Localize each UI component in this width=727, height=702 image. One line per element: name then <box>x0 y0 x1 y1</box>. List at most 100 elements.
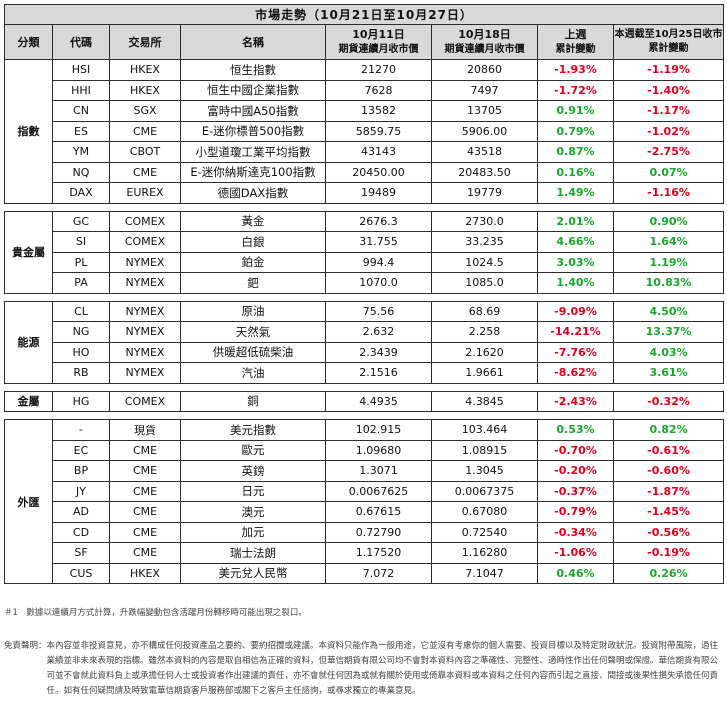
exchange-cell: HKEX <box>109 59 181 81</box>
exchange-cell: NYMEX <box>109 362 181 384</box>
code-cell: CL <box>52 300 110 322</box>
table-row: YM CBOT 小型道瓊工業平均指數 43143 43518 0.87% -2.75% <box>5 141 725 163</box>
week-change-cell: -2.43% <box>537 390 614 412</box>
code-cell: JY <box>52 480 110 502</box>
exchange-cell: SGX <box>109 100 181 122</box>
week-change-cell: 1.40% <box>537 272 614 294</box>
exchange-cell: NYMEX <box>109 300 181 322</box>
ytd-change-cell: -0.32% <box>612 390 725 412</box>
exchange-cell: CME <box>109 439 181 461</box>
ytd-change-cell: -1.16% <box>612 182 725 204</box>
ytd-change-cell: -1.19% <box>612 59 725 81</box>
code-cell: HO <box>52 341 110 363</box>
code-cell: CN <box>52 100 110 122</box>
name-cell: 美元指數 <box>180 419 326 441</box>
week-change-cell: -0.79% <box>537 501 614 523</box>
prev-close-cell: 0.0067625 <box>325 480 432 502</box>
prev-close-cell: 7.072 <box>325 562 432 584</box>
prev-close-cell: 2.632 <box>325 321 432 343</box>
cur-close-cell: 13705 <box>431 100 538 122</box>
name-cell: 英鎊 <box>180 460 326 482</box>
name-cell: 美元兌人民幣 <box>180 562 326 584</box>
header-cur-close: 10月18日 期貨連續月收市價 <box>431 24 538 60</box>
table-row: HHI HKEX 恒生中國企業指數 7628 7497 -1.72% -1.40% <box>5 79 725 101</box>
name-cell: 澳元 <box>180 501 326 523</box>
prev-close-cell: 2.1516 <box>325 362 432 384</box>
week-change-cell: -1.72% <box>537 79 614 101</box>
code-cell: GC <box>52 210 110 232</box>
prev-close-cell: 1.3071 <box>325 460 432 482</box>
table-row: AD CME 澳元 0.67615 0.67080 -0.79% -1.45% <box>5 501 725 523</box>
cur-close-cell: 1.16280 <box>431 542 538 564</box>
exchange-cell: COMEX <box>109 390 181 412</box>
ytd-change-cell: -0.60% <box>612 460 725 482</box>
name-cell: 德國DAX指數 <box>180 182 326 204</box>
code-cell: HG <box>52 390 110 412</box>
name-cell: 天然氣 <box>180 321 326 343</box>
table-row: SF CME 瑞士法朗 1.17520 1.16280 -1.06% -0.19% <box>5 542 725 564</box>
ytd-change-cell: 13.37% <box>612 321 725 343</box>
header-prev-close: 10月11日 期貨連續月收市價 <box>325 24 432 60</box>
week-change-cell: -9.09% <box>537 300 614 322</box>
group-spacer <box>5 383 724 391</box>
cur-close-cell: 0.67080 <box>431 501 538 523</box>
group-spacer <box>5 293 724 301</box>
ytd-change-cell: 0.82% <box>612 419 725 441</box>
code-cell: SI <box>52 231 110 253</box>
exchange-cell: NYMEX <box>109 272 181 294</box>
table-row: PL NYMEX 鉑金 994.4 1024.5 3.03% 1.19% <box>5 251 725 273</box>
week-change-cell: -1.93% <box>537 59 614 81</box>
prev-close-cell: 102.915 <box>325 419 432 441</box>
table-row: BP CME 英鎊 1.3071 1.3045 -0.20% -0.60% <box>5 460 725 482</box>
name-cell: 小型道瓊工業平均指數 <box>180 141 326 163</box>
code-cell: HSI <box>52 59 110 81</box>
name-cell: 供暖超低硫柴油 <box>180 341 326 363</box>
ytd-change-cell: -2.75% <box>612 141 725 163</box>
cur-close-cell: 1.3045 <box>431 460 538 482</box>
prev-close-cell: 2676.3 <box>325 210 432 232</box>
ytd-change-cell: -1.40% <box>612 79 725 101</box>
code-cell: CD <box>52 521 110 543</box>
name-cell: 黃金 <box>180 210 326 232</box>
exchange-cell: NYMEX <box>109 321 181 343</box>
cur-close-cell: 1.9661 <box>431 362 538 384</box>
name-cell: 鉑金 <box>180 251 326 273</box>
table-row: HO NYMEX 供暖超低硫柴油 2.3439 2.1620 -7.76% 4.03% <box>5 341 725 363</box>
week-change-cell: 0.16% <box>537 161 614 183</box>
table-row: DAX EUREX 德國DAX指數 19489 19779 1.49% -1.16% <box>5 182 725 204</box>
code-cell: EC <box>52 439 110 461</box>
table-row: 貴金屬 GC COMEX 黃金 2676.3 2730.0 2.01% 0.90% <box>4 210 725 294</box>
code-cell: AD <box>52 501 110 523</box>
ytd-change-cell: 3.61% <box>612 362 725 384</box>
week-change-cell: 0.46% <box>537 562 614 584</box>
cur-close-cell: 103.464 <box>431 419 538 441</box>
cur-close-cell: 68.69 <box>431 300 538 322</box>
ytd-change-cell: 0.26% <box>612 562 725 584</box>
ytd-change-cell: 1.64% <box>612 231 725 253</box>
cur-close-cell: 7497 <box>431 79 538 101</box>
header-week-change: 上週 累計變動 <box>537 24 614 60</box>
code-cell: ES <box>52 120 110 142</box>
table-row: PA NYMEX 鈀 1070.0 1085.0 1.40% 10.83% <box>5 272 725 294</box>
table-row: NQ CME E-迷你納斯達克100指數 20450.00 20483.50 0.16% 0… <box>5 161 725 183</box>
cur-close-cell: 33.235 <box>431 231 538 253</box>
table-row: EC CME 歐元 1.09680 1.08915 -0.70% -0.61% <box>5 439 725 461</box>
exchange-cell: HKEX <box>109 79 181 101</box>
exchange-cell: CME <box>109 542 181 564</box>
footnote: ＃1 數據以連續月方式計算，升跌幅變動包含活躍月份轉移時可能出現之裂口。 <box>4 608 307 618</box>
ytd-change-cell: 4.03% <box>612 341 725 363</box>
exchange-cell: COMEX <box>109 210 181 232</box>
name-cell: 鈀 <box>180 272 326 294</box>
table-row: SI COMEX 白銀 31.755 33.235 4.66% 1.64% <box>5 231 725 253</box>
prev-close-cell: 20450.00 <box>325 161 432 183</box>
exchange-cell: HKEX <box>109 562 181 584</box>
name-cell: 恒生中國企業指數 <box>180 79 326 101</box>
name-cell: 日元 <box>180 480 326 502</box>
prev-close-cell: 994.4 <box>325 251 432 273</box>
cur-close-cell: 5906.00 <box>431 120 538 142</box>
prev-close-cell: 1070.0 <box>325 272 432 294</box>
category-cell: 貴金屬 <box>4 210 53 294</box>
week-change-cell: -0.20% <box>537 460 614 482</box>
code-cell: HHI <box>52 79 110 101</box>
code-cell: SF <box>52 542 110 564</box>
